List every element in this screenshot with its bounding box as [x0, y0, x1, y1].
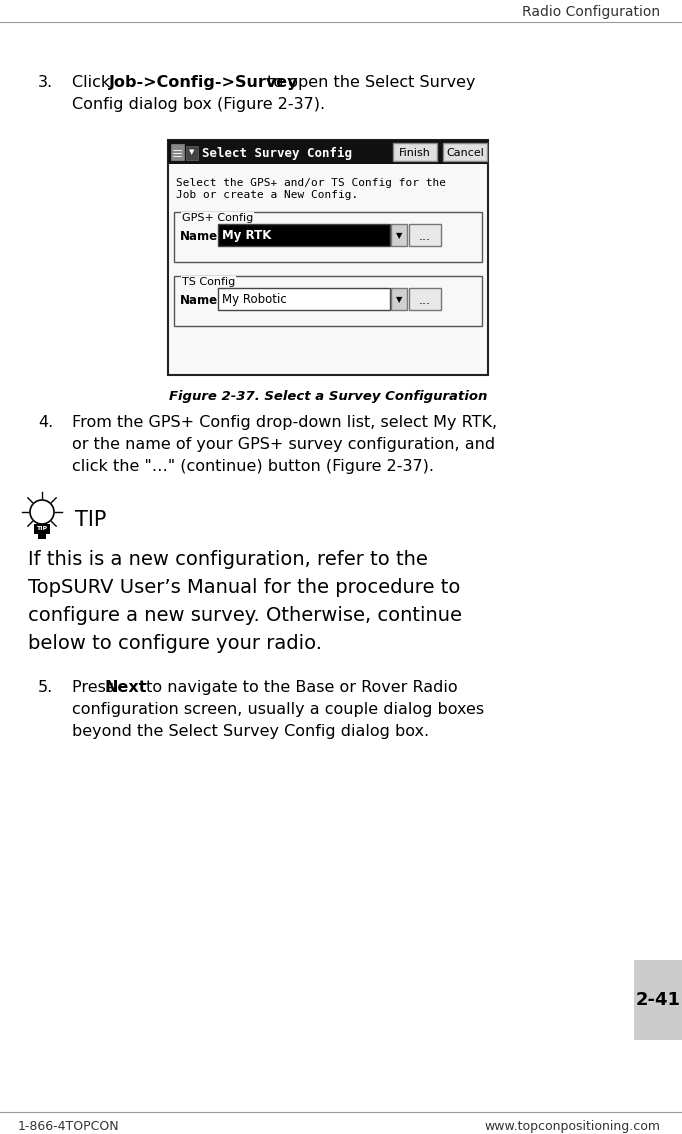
- Text: to open the Select Survey: to open the Select Survey: [262, 75, 475, 90]
- Text: ▼: ▼: [396, 296, 402, 305]
- Bar: [171, 144, 184, 160]
- Text: Cancel: Cancel: [446, 149, 484, 158]
- Text: Figure 2-37. Select a Survey Configuration: Figure 2-37. Select a Survey Configurati…: [169, 390, 487, 403]
- Text: Next: Next: [105, 680, 147, 695]
- Text: ...: ...: [419, 229, 431, 243]
- Text: below to configure your radio.: below to configure your radio.: [28, 634, 322, 653]
- Text: 3.: 3.: [38, 75, 53, 90]
- Text: ...: ...: [419, 294, 431, 306]
- Text: Config dialog box (Figure 2-37).: Config dialog box (Figure 2-37).: [72, 98, 325, 112]
- Text: click the "…" (continue) button (Figure 2-37).: click the "…" (continue) button (Figure …: [72, 459, 434, 474]
- Bar: [634, 960, 682, 1040]
- Text: to navigate to the Base or Rover Radio: to navigate to the Base or Rover Radio: [141, 680, 458, 695]
- Text: 4.: 4.: [38, 415, 53, 430]
- Bar: [174, 276, 482, 325]
- Text: My RTK: My RTK: [222, 229, 271, 243]
- Bar: [174, 212, 482, 262]
- Bar: [218, 288, 390, 310]
- Text: www.topconpositioning.com: www.topconpositioning.com: [484, 1120, 660, 1133]
- Bar: [443, 143, 487, 161]
- Text: configuration screen, usually a couple dialog boxes: configuration screen, usually a couple d…: [72, 702, 484, 717]
- Text: Job->Config->Survey: Job->Config->Survey: [109, 75, 299, 90]
- Text: Radio Configuration: Radio Configuration: [522, 5, 660, 19]
- Bar: [168, 139, 488, 375]
- Text: or the name of your GPS+ survey configuration, and: or the name of your GPS+ survey configur…: [72, 437, 495, 452]
- Text: TopSURV User’s Manual for the procedure to: TopSURV User’s Manual for the procedure …: [28, 578, 460, 596]
- Text: ▼: ▼: [396, 231, 402, 240]
- Circle shape: [30, 500, 54, 524]
- Bar: [391, 225, 407, 246]
- Bar: [409, 225, 441, 246]
- Text: 1-866-4TOPCON: 1-866-4TOPCON: [18, 1120, 119, 1133]
- Text: Finish: Finish: [399, 149, 431, 158]
- Bar: [393, 143, 437, 161]
- Bar: [218, 225, 390, 246]
- Bar: [34, 524, 50, 534]
- Text: 5.: 5.: [38, 680, 53, 695]
- Text: Press: Press: [72, 680, 119, 695]
- Text: ▼: ▼: [190, 149, 194, 155]
- Text: If this is a new configuration, refer to the: If this is a new configuration, refer to…: [28, 550, 428, 569]
- Text: From the GPS+ Config drop-down list, select My RTK,: From the GPS+ Config drop-down list, sel…: [72, 415, 497, 430]
- Text: Select Survey Config: Select Survey Config: [202, 146, 352, 160]
- Bar: [409, 288, 441, 310]
- Bar: [186, 146, 198, 160]
- Text: My Robotic: My Robotic: [222, 294, 286, 306]
- Bar: [391, 288, 407, 310]
- Bar: [168, 139, 488, 164]
- Bar: [38, 534, 46, 539]
- Text: TIP: TIP: [75, 510, 106, 530]
- Text: Click: Click: [72, 75, 115, 90]
- Text: Name: Name: [180, 294, 218, 307]
- Text: GPS+ Config: GPS+ Config: [182, 213, 253, 223]
- Text: 2-41: 2-41: [636, 991, 681, 1009]
- Text: Name: Name: [180, 230, 218, 243]
- Text: configure a new survey. Otherwise, continue: configure a new survey. Otherwise, conti…: [28, 606, 462, 625]
- Text: Job or create a New Config.: Job or create a New Config.: [176, 191, 358, 200]
- Text: Select the GPS+ and/or TS Config for the: Select the GPS+ and/or TS Config for the: [176, 178, 446, 188]
- Text: TS Config: TS Config: [182, 277, 235, 287]
- Text: beyond the Select Survey Config dialog box.: beyond the Select Survey Config dialog b…: [72, 723, 429, 739]
- Text: TIP: TIP: [36, 526, 48, 532]
